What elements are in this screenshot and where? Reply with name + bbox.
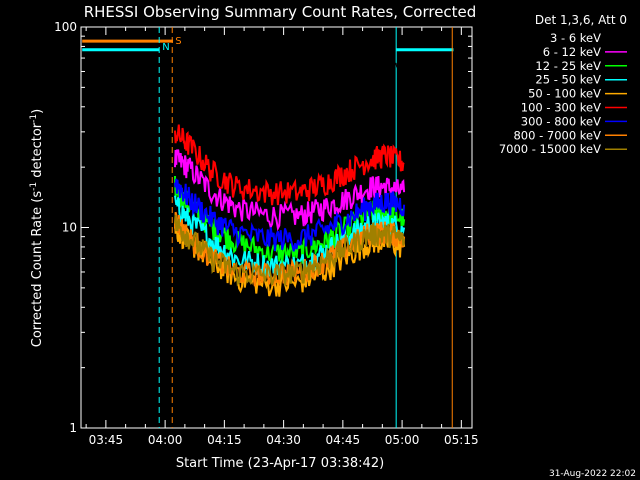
y-tick-label-0: 1 — [69, 421, 77, 435]
x-tick-label-2: 04:15 — [207, 433, 242, 447]
legend-label-5: 100 - 300 keV — [521, 101, 601, 115]
x-axis: 03:45 04:00 04:15 04:30 04:45 05:00 05:15 — [85, 27, 479, 447]
series-line-0 — [174, 50, 405, 74]
legend-label-6: 300 - 800 keV — [521, 114, 601, 128]
series-line-5 — [174, 124, 405, 206]
legend-label-7: 800 - 7000 keV — [513, 128, 601, 142]
legend-label-3: 25 - 50 keV — [535, 73, 601, 87]
flag-lines — [82, 39, 454, 52]
timestamp: 31-Aug-2022 22:02 — [549, 469, 636, 479]
plot-frame — [80, 26, 473, 429]
chart-title: RHESSI Observing Summary Count Rates, Co… — [84, 3, 477, 21]
series-line-8 — [174, 214, 406, 287]
x-axis-label: Start Time (23-Apr-17 03:38:42) — [176, 456, 384, 471]
marker-label-S: S — [175, 36, 181, 47]
series-lines — [174, 50, 406, 297]
x-tick-label-4: 04:45 — [326, 433, 361, 447]
legend-label-8: 7000 - 15000 keV — [499, 142, 601, 156]
x-tick-label-3: 04:30 — [266, 433, 301, 447]
series-line-1 — [174, 149, 406, 232]
legend-label-1: 6 - 12 keV — [543, 45, 601, 59]
x-tick-label-6: 05:15 — [444, 433, 479, 447]
legend-label-4: 50 - 100 keV — [528, 87, 601, 101]
y-axis-label: Corrected Count Rate (s-1 detector-1) — [29, 109, 45, 347]
legend-label-0: 3 - 6 keV — [550, 31, 601, 45]
legend-title: Det 1,3,6, Att 0 — [535, 13, 627, 27]
x-tick-label-1: 04:00 — [148, 433, 183, 447]
y-axis: 1 10 100 — [54, 20, 472, 435]
y-tick-label-1: 10 — [62, 221, 77, 235]
series-line-6 — [174, 178, 406, 252]
x-tick-label-5: 05:00 — [385, 433, 420, 447]
marker-label-N: N — [162, 42, 169, 53]
y-tick-label-2: 100 — [54, 20, 77, 34]
legend-label-2: 12 - 25 keV — [535, 59, 601, 73]
x-tick-label-0: 03:45 — [89, 433, 124, 447]
